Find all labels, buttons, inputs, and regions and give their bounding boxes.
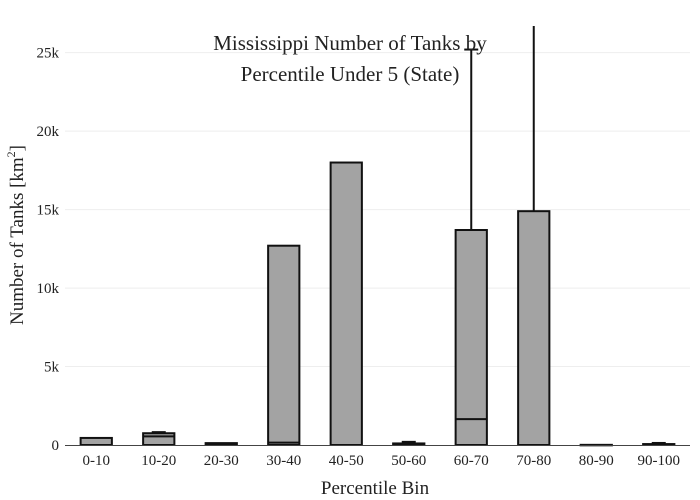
y-tick-label: 10k — [37, 281, 60, 297]
bar — [204, 442, 238, 446]
chart-title-line-1: Mississippi Number of Tanks by — [213, 31, 487, 55]
y-tick-label: 15k — [37, 203, 60, 219]
bars — [79, 26, 676, 447]
grid-lines — [65, 52, 690, 368]
y-tick-labels: 0 5k 10k 15k 20k 25k — [37, 46, 60, 454]
x-tick-label: 90-100 — [638, 453, 681, 469]
y-tick-label: 5k — [44, 360, 60, 376]
bar — [517, 210, 551, 446]
y-axis-title-superscript: 2 — [4, 151, 18, 157]
x-tick-label: 0-10 — [83, 453, 111, 469]
x-tick-label: 60-70 — [454, 453, 489, 469]
x-axis-title: Percentile Bin — [321, 478, 430, 499]
bar — [329, 161, 363, 447]
y-axis-title: Number of Tanks [km2] — [4, 145, 28, 325]
y-tick-label: 0 — [52, 438, 60, 454]
bar — [642, 443, 676, 447]
y-axis-title-end: ] — [7, 145, 28, 151]
y-tick-label: 20k — [37, 124, 60, 140]
x-tick-label: 80-90 — [579, 453, 614, 469]
x-tick-label: 40-50 — [329, 453, 364, 469]
bar — [454, 229, 488, 446]
x-tick-label: 50-60 — [391, 453, 426, 469]
bar — [142, 432, 176, 447]
chart-title-line-2: Percentile Under 5 (State) — [241, 62, 460, 86]
bar — [392, 442, 426, 447]
bar — [267, 244, 301, 446]
y-tick-label: 25k — [37, 46, 60, 62]
x-tick-label: 20-30 — [204, 453, 239, 469]
x-tick-label: 30-40 — [266, 453, 301, 469]
x-tick-label: 70-80 — [516, 453, 551, 469]
x-tick-labels: 0-10 10-20 20-30 30-40 40-50 50-60 60-70 70-80 8… — [83, 453, 681, 469]
bar — [79, 436, 113, 446]
x-tick-label: 10-20 — [141, 453, 176, 469]
y-axis-title-main: Number of Tanks [km — [7, 157, 28, 325]
